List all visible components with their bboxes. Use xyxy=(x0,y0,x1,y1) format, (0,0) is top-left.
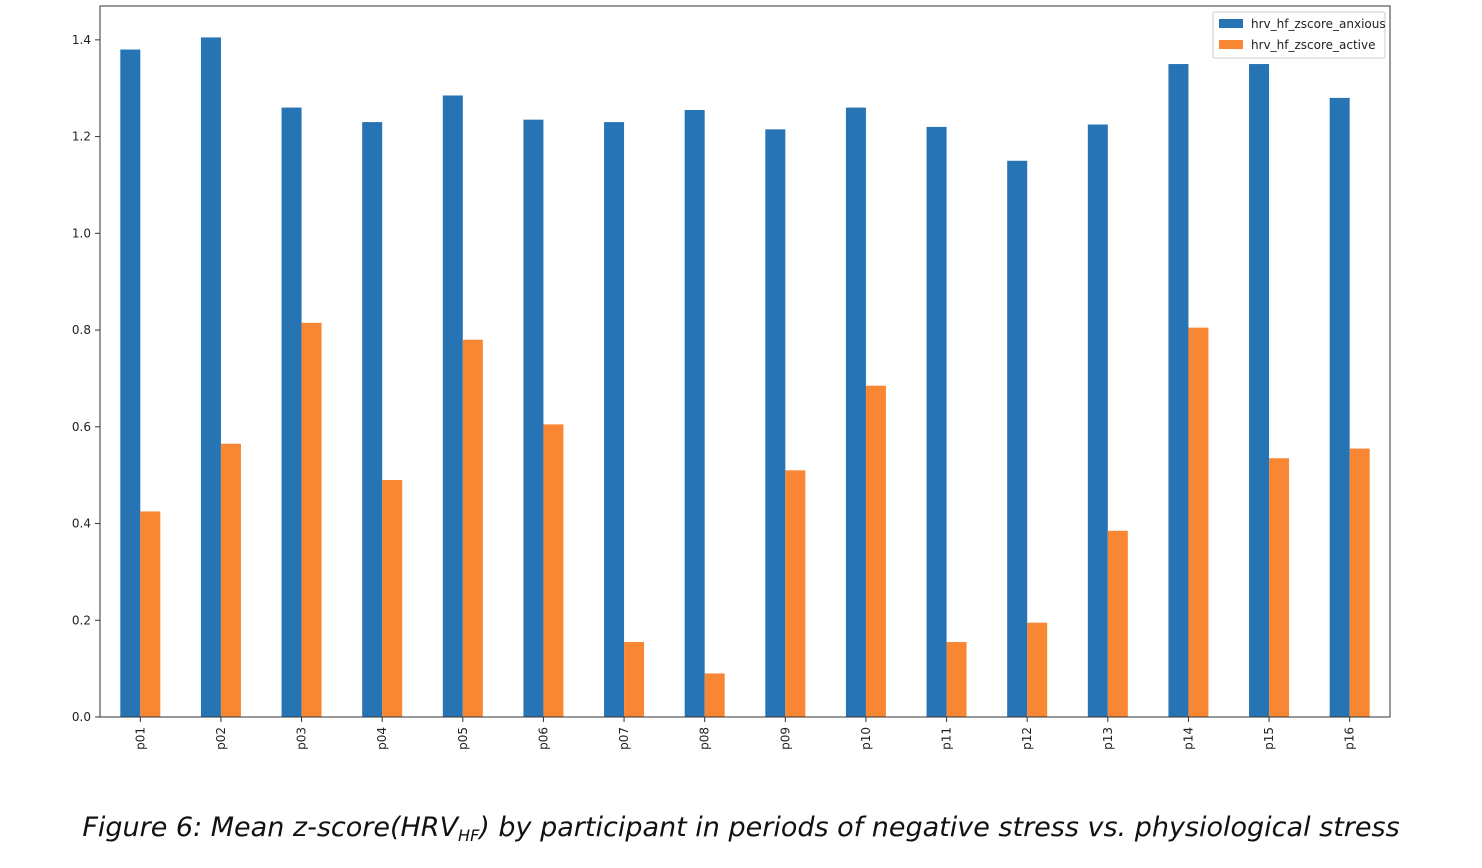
x-tick-label: p12 xyxy=(1020,727,1034,750)
y-tick-label: 1.0 xyxy=(72,226,91,240)
bar-p06-hrv_hf_zscore_active xyxy=(543,424,564,717)
y-tick-label: 1.4 xyxy=(72,33,91,47)
x-tick-label: p03 xyxy=(295,727,309,750)
x-tick-label: p04 xyxy=(375,727,389,750)
y-tick-label: 0.6 xyxy=(72,420,91,434)
bar-p02-hrv_hf_zscore_anxious xyxy=(200,37,221,717)
bar-p11-hrv_hf_zscore_anxious xyxy=(926,126,947,718)
bar-p08-hrv_hf_zscore_anxious xyxy=(684,109,705,717)
bar-p07-hrv_hf_zscore_anxious xyxy=(604,122,625,717)
x-tick-label: p09 xyxy=(778,727,792,750)
x-tick-label: p07 xyxy=(617,727,631,750)
bar-p07-hrv_hf_zscore_active xyxy=(624,642,645,717)
bar-p12-hrv_hf_zscore_anxious xyxy=(1007,160,1028,717)
legend-swatch-hrv_hf_zscore_anxious xyxy=(1219,19,1243,28)
bar-p05-hrv_hf_zscore_anxious xyxy=(442,95,463,717)
x-tick-label: p13 xyxy=(1101,727,1115,750)
legend-label-hrv_hf_zscore_anxious: hrv_hf_zscore_anxious xyxy=(1251,17,1386,31)
bar-chart: 0.0 0.2 0.4 0.6 0.8 1.0 1.2 1.4 p01 p02 p03 p04 p05 p… xyxy=(72,5,1391,750)
x-tick-label: p01 xyxy=(133,727,147,750)
bars-layer xyxy=(120,37,1370,718)
axes-layer: 0.0 0.2 0.4 0.6 0.8 1.0 1.2 1.4 p01 p02 p03 p04 p05 p… xyxy=(72,5,1391,750)
plot-frame xyxy=(99,5,1391,718)
bar-p02-hrv_hf_zscore_active xyxy=(220,443,241,717)
y-tick-label: 0.4 xyxy=(72,517,91,531)
bar-p15-hrv_hf_zscore_anxious xyxy=(1249,64,1270,717)
y-tick-label: 0.8 xyxy=(72,323,91,337)
bar-p16-hrv_hf_zscore_active xyxy=(1349,448,1370,717)
x-tick-label: p14 xyxy=(1181,727,1195,750)
x-tick-label: p10 xyxy=(859,727,873,750)
caption-subscript: HF xyxy=(458,826,480,845)
bar-p14-hrv_hf_zscore_anxious xyxy=(1168,64,1189,717)
legend-label-hrv_hf_zscore_active: hrv_hf_zscore_active xyxy=(1251,38,1376,52)
bar-p03-hrv_hf_zscore_active xyxy=(301,322,322,717)
bar-p09-hrv_hf_zscore_anxious xyxy=(765,129,786,717)
caption-prefix: Figure 6: Mean z-score(HRV xyxy=(82,812,459,843)
figure-caption: Figure 6: Mean z-score(HRVHF) by partici… xyxy=(0,812,1482,845)
bar-p01-hrv_hf_zscore_active xyxy=(140,511,161,717)
bar-p10-hrv_hf_zscore_active xyxy=(865,385,886,717)
legend: hrv_hf_zscore_anxious hrv_hf_zscore_activ… xyxy=(1212,11,1386,59)
bar-p10-hrv_hf_zscore_anxious xyxy=(845,107,866,718)
bar-p14-hrv_hf_zscore_active xyxy=(1188,327,1209,717)
x-tick-label: p11 xyxy=(940,727,954,750)
bar-p05-hrv_hf_zscore_active xyxy=(462,339,483,717)
bar-p04-hrv_hf_zscore_anxious xyxy=(362,122,383,717)
bar-p13-hrv_hf_zscore_active xyxy=(1107,530,1128,717)
x-tick-label: p02 xyxy=(214,727,228,750)
bar-p09-hrv_hf_zscore_active xyxy=(785,470,806,717)
bar-p04-hrv_hf_zscore_active xyxy=(382,480,403,717)
bar-p13-hrv_hf_zscore_anxious xyxy=(1087,124,1108,717)
x-tick-label: p16 xyxy=(1343,727,1357,750)
bar-p01-hrv_hf_zscore_anxious xyxy=(120,49,141,717)
bar-p11-hrv_hf_zscore_active xyxy=(946,642,967,717)
bar-p16-hrv_hf_zscore_anxious xyxy=(1329,97,1350,718)
bar-p08-hrv_hf_zscore_active xyxy=(704,673,725,717)
x-tick-label: p05 xyxy=(456,727,470,750)
caption-suffix: ) by participant in periods of negative … xyxy=(479,812,1400,843)
legend-box xyxy=(1212,11,1386,59)
bar-p15-hrv_hf_zscore_active xyxy=(1269,458,1290,717)
x-tick-label: p15 xyxy=(1262,727,1276,750)
x-tick-label: p08 xyxy=(698,727,712,750)
x-tick-label: p06 xyxy=(536,727,550,750)
legend-swatch-hrv_hf_zscore_active xyxy=(1219,40,1243,49)
y-tick-label: 0.2 xyxy=(72,613,91,627)
bar-p06-hrv_hf_zscore_anxious xyxy=(523,119,544,717)
bar-p12-hrv_hf_zscore_active xyxy=(1027,622,1048,717)
y-tick-label: 1.2 xyxy=(72,130,91,144)
y-tick-label: 0.0 xyxy=(72,710,91,724)
bar-p03-hrv_hf_zscore_anxious xyxy=(281,107,302,718)
